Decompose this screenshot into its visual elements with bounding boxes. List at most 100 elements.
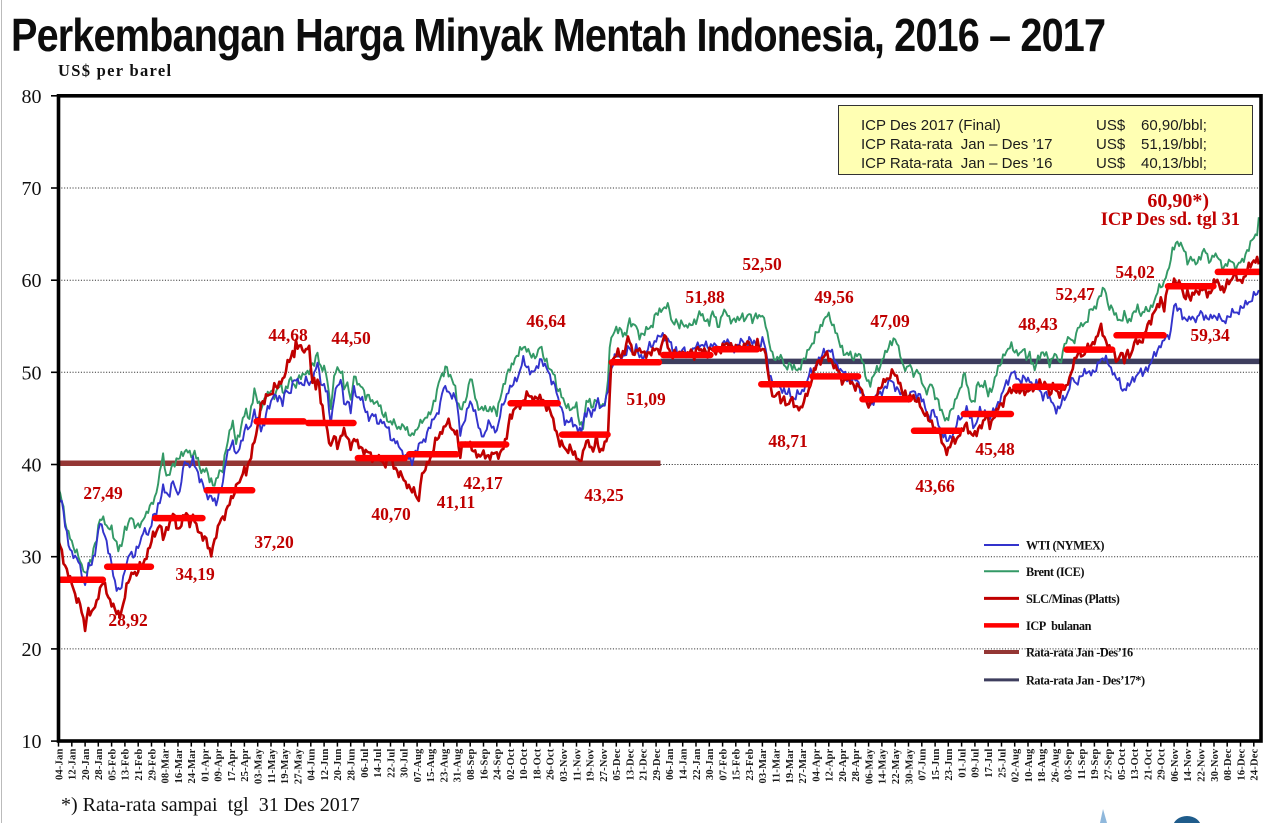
svg-text:21-Dec: 21-Dec [639, 748, 650, 780]
svg-text:13-Oct: 13-Oct [1130, 748, 1141, 780]
svg-text:08-Mar: 08-Mar [161, 748, 172, 783]
svg-text:30-Jan: 30-Jan [705, 749, 716, 781]
svg-text:WTI (NYMEX): WTI (NYMEX) [1026, 539, 1104, 553]
svg-text:14-Jan: 14-Jan [679, 749, 690, 781]
svg-text:48,43: 48,43 [1018, 314, 1058, 334]
svg-text:Brent (ICE): Brent (ICE) [1026, 565, 1084, 579]
svg-text:30: 30 [22, 547, 42, 569]
svg-text:51,88: 51,88 [685, 287, 725, 307]
svg-text:18-Oct: 18-Oct [532, 748, 543, 780]
svg-text:47,09: 47,09 [870, 311, 910, 331]
svg-text:40,70: 40,70 [371, 504, 411, 524]
svg-text:51,09: 51,09 [626, 389, 666, 409]
svg-text:03-Sep: 03-Sep [1064, 749, 1075, 781]
svg-text:45,48: 45,48 [975, 439, 1015, 459]
svg-text:11-May: 11-May [267, 748, 278, 784]
svg-text:ICP bulanan: ICP bulanan [1026, 619, 1092, 633]
svg-text:14-May: 14-May [878, 748, 889, 784]
svg-text:07-Aug: 07-Aug [413, 748, 424, 782]
svg-text:24-Dec: 24-Dec [1250, 748, 1261, 780]
svg-text:80: 80 [22, 86, 42, 108]
svg-text:07-Feb: 07-Feb [718, 749, 729, 781]
svg-text:14-Nov: 14-Nov [1183, 748, 1194, 782]
svg-text:18-Aug: 18-Aug [1037, 748, 1048, 782]
svg-text:28,92: 28,92 [108, 610, 147, 630]
svg-text:19-Sep: 19-Sep [1090, 749, 1101, 781]
svg-text:21-Oct: 21-Oct [1143, 748, 1154, 780]
svg-text:30-Nov: 30-Nov [1210, 748, 1221, 782]
svg-text:05-Oct: 05-Oct [1117, 748, 1128, 780]
svg-text:04-Jun: 04-Jun [307, 749, 318, 781]
svg-text:21-Feb: 21-Feb [134, 749, 145, 781]
svg-text:34,19: 34,19 [175, 564, 215, 584]
svg-text:06-Nov: 06-Nov [1170, 748, 1181, 782]
svg-text:29-Feb: 29-Feb [147, 749, 158, 781]
svg-text:27-Nov: 27-Nov [599, 748, 610, 782]
svg-text:28-Jan: 28-Jan [94, 749, 105, 781]
svg-text:29-Dec: 29-Dec [652, 748, 663, 780]
svg-text:02-Oct: 02-Oct [506, 748, 517, 780]
svg-text:20-Jun: 20-Jun [333, 749, 344, 781]
svg-text:12-Jan: 12-Jan [68, 749, 79, 781]
svg-text:10-Aug: 10-Aug [1024, 748, 1035, 782]
svg-text:07-Jun: 07-Jun [918, 749, 929, 781]
svg-text:28-Jun: 28-Jun [347, 749, 358, 781]
svg-text:40: 40 [22, 455, 42, 477]
svg-text:15-Feb: 15-Feb [732, 749, 743, 781]
svg-text:23-Feb: 23-Feb [745, 749, 756, 781]
svg-text:Rata-rata Jan - Des’17*): Rata-rata Jan - Des’17*) [1026, 673, 1145, 687]
svg-text:17-Apr: 17-Apr [227, 748, 238, 781]
svg-text:15-Jun: 15-Jun [931, 749, 942, 781]
svg-text:54,02: 54,02 [1115, 262, 1154, 282]
svg-text:16-Dec: 16-Dec [1236, 748, 1247, 780]
svg-text:06-Jan: 06-Jan [665, 749, 676, 781]
svg-text:20: 20 [22, 639, 42, 661]
svg-text:30-May: 30-May [904, 748, 915, 784]
svg-text:30-Jul: 30-Jul [400, 749, 411, 778]
svg-text:24-Sep: 24-Sep [493, 749, 504, 781]
svg-text:11-Sep: 11-Sep [1077, 749, 1088, 780]
svg-text:08-Dec: 08-Dec [1223, 748, 1234, 780]
svg-text:22-Jul: 22-Jul [386, 749, 397, 778]
svg-text:27-Sep: 27-Sep [1104, 749, 1115, 781]
svg-text:22-Nov: 22-Nov [1197, 748, 1208, 782]
svg-text:50: 50 [22, 362, 42, 384]
svg-text:10-Oct: 10-Oct [519, 748, 530, 780]
svg-text:23-Jun: 23-Jun [944, 749, 955, 781]
svg-text:15-Aug: 15-Aug [426, 748, 437, 782]
svg-text:20-Jan: 20-Jan [81, 749, 92, 781]
svg-text:14-Jul: 14-Jul [373, 749, 384, 778]
svg-text:03-Nov: 03-Nov [559, 748, 570, 782]
svg-text:01-Apr: 01-Apr [200, 748, 211, 781]
svg-text:19-Nov: 19-Nov [586, 748, 597, 782]
svg-text:ICP Des sd. tgl 31: ICP Des sd. tgl 31 [1101, 210, 1240, 230]
svg-text:24-Mar: 24-Mar [187, 748, 198, 783]
svg-text:27-Mar: 27-Mar [798, 748, 809, 783]
svg-text:04-Jan: 04-Jan [54, 749, 65, 781]
svg-text:60: 60 [22, 270, 42, 292]
svg-text:03-Mar: 03-Mar [758, 748, 769, 783]
svg-text:06-Jul: 06-Jul [360, 749, 371, 778]
svg-text:48,71: 48,71 [768, 431, 807, 451]
svg-text:08-Sep: 08-Sep [466, 749, 477, 781]
svg-text:06-May: 06-May [864, 748, 875, 784]
svg-text:26-Oct: 26-Oct [546, 748, 557, 780]
svg-text:43,66: 43,66 [915, 476, 955, 496]
svg-text:49,56: 49,56 [814, 287, 854, 307]
svg-text:52,47: 52,47 [1055, 284, 1095, 304]
svg-text:03-May: 03-May [254, 748, 265, 784]
svg-text:05-Dec: 05-Dec [612, 748, 623, 780]
svg-text:10: 10 [22, 731, 42, 753]
svg-text:17-Jul: 17-Jul [984, 749, 995, 778]
svg-text:70: 70 [22, 178, 42, 200]
svg-text:37,20: 37,20 [254, 532, 294, 552]
svg-text:23-Aug: 23-Aug [440, 748, 451, 782]
svg-text:05-Feb: 05-Feb [107, 749, 118, 781]
svg-text:12-Jun: 12-Jun [320, 749, 331, 781]
svg-text:25-Apr: 25-Apr [240, 748, 251, 781]
svg-text:22-Jan: 22-Jan [692, 749, 703, 781]
svg-text:60,90*): 60,90*) [1147, 190, 1209, 212]
svg-text:46,64: 46,64 [526, 311, 566, 331]
svg-text:29-Oct: 29-Oct [1157, 748, 1168, 780]
svg-text:44,50: 44,50 [331, 328, 371, 348]
